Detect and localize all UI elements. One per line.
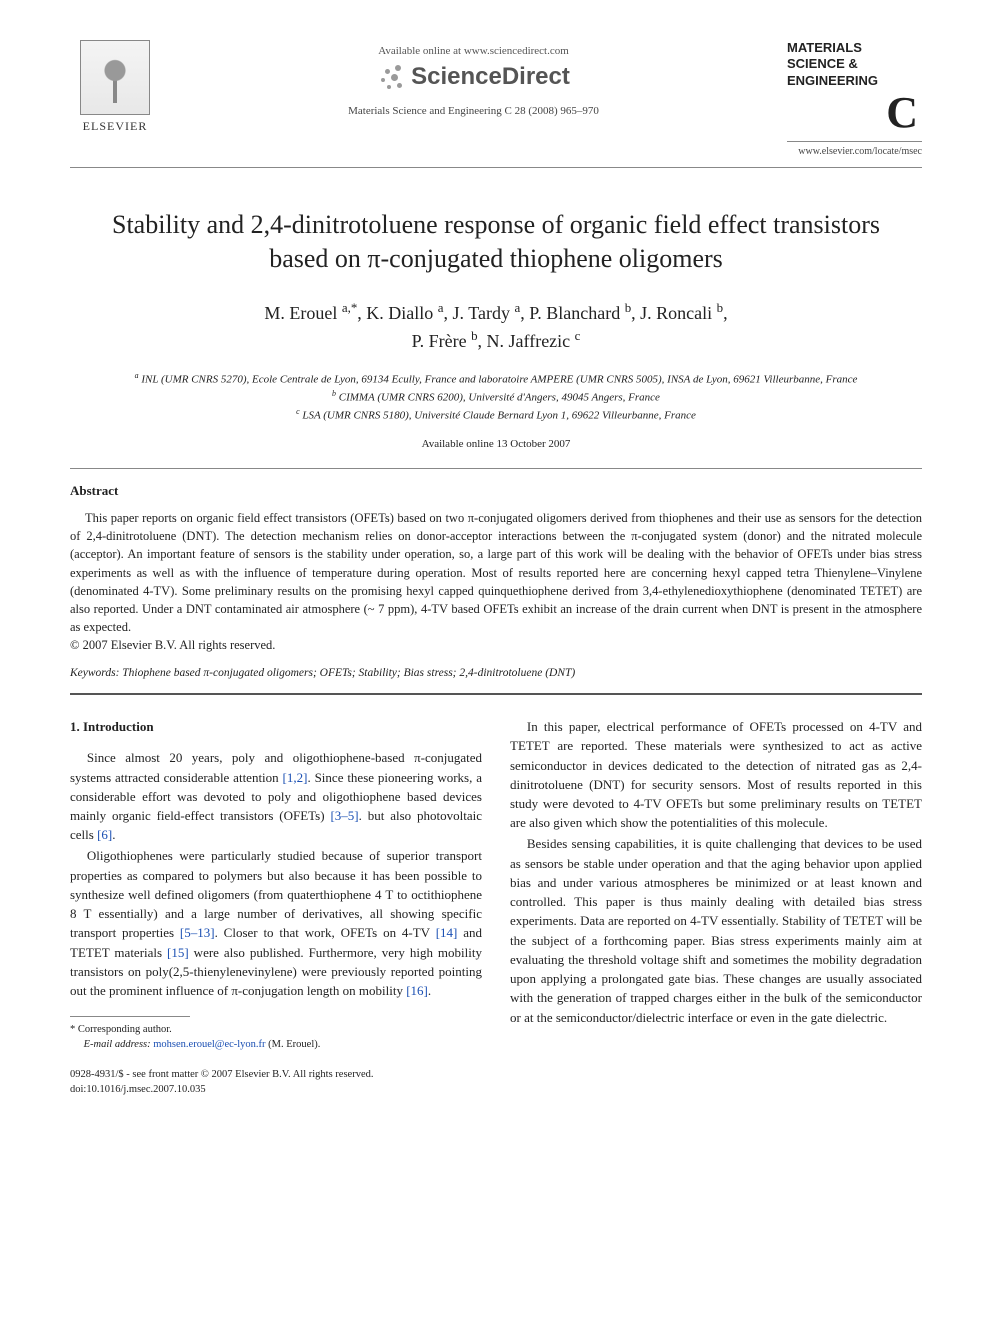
- section-1-heading: 1. Introduction: [70, 717, 482, 736]
- available-online-text: Available online at www.sciencedirect.co…: [160, 45, 787, 57]
- available-online-date: Available online 13 October 2007: [70, 438, 922, 450]
- footer-meta: 0928-4931/$ - see front matter © 2007 El…: [70, 1067, 482, 1098]
- elsevier-logo: ELSEVIER: [70, 40, 160, 134]
- affiliations: a INL (UMR CNRS 5270), Ecole Centrale de…: [70, 370, 922, 424]
- journal-reference: Materials Science and Engineering C 28 (…: [160, 105, 787, 117]
- abstract-body: This paper reports on organic field effe…: [70, 509, 922, 636]
- citation-link[interactable]: [15]: [167, 945, 189, 960]
- journal-logo-line: ENGINEERING: [787, 73, 922, 89]
- abstract-heading: Abstract: [70, 483, 922, 499]
- abstract-bottom-rule: [70, 693, 922, 695]
- header-rule: [70, 167, 922, 168]
- corresponding-author-footnote: * Corresponding author. E-mail address: …: [70, 1023, 482, 1052]
- citation-link[interactable]: [16]: [406, 983, 428, 998]
- left-column: 1. Introduction Since almost 20 years, p…: [70, 717, 482, 1098]
- author-affiliation-marker: b: [717, 300, 723, 315]
- citation-link[interactable]: [6]: [97, 827, 112, 842]
- author-affiliation-marker: a: [438, 300, 444, 315]
- issn-line: 0928-4931/$ - see front matter © 2007 El…: [70, 1067, 482, 1083]
- citation-link[interactable]: [5–13]: [180, 925, 215, 940]
- body-columns: 1. Introduction Since almost 20 years, p…: [70, 717, 922, 1098]
- author-affiliation-marker: b: [471, 328, 477, 343]
- page-header: ELSEVIER Available online at www.science…: [70, 40, 922, 157]
- email-attribution: (M. Erouel).: [268, 1039, 320, 1050]
- journal-series-letter: C: [787, 91, 918, 135]
- footnote-separator: [70, 1016, 190, 1017]
- affiliation-b: b CIMMA (UMR CNRS 6200), Université d'An…: [70, 388, 922, 406]
- body-paragraph: Oligothiophenes were particularly studie…: [70, 846, 482, 1000]
- journal-logo-block: MATERIALS SCIENCE & ENGINEERING C www.el…: [787, 40, 922, 157]
- author-list: M. Erouel a,*, K. Diallo a, J. Tardy a, …: [70, 299, 922, 353]
- journal-logo-line: MATERIALS: [787, 40, 922, 56]
- corresponding-email-line: E-mail address: mohsen.erouel@ec-lyon.fr…: [70, 1038, 482, 1053]
- keywords-line: Keywords: Thiophene based π-conjugated o…: [70, 667, 922, 679]
- article-title: Stability and 2,4-dinitrotoluene respons…: [110, 208, 882, 276]
- right-column: In this paper, electrical performance of…: [510, 717, 922, 1098]
- body-paragraph: In this paper, electrical performance of…: [510, 717, 922, 832]
- journal-logo-line: SCIENCE &: [787, 56, 922, 72]
- sciencedirect-wordmark: ScienceDirect: [411, 63, 570, 91]
- body-paragraph: Since almost 20 years, poly and oligothi…: [70, 748, 482, 844]
- citation-link[interactable]: [1,2]: [283, 770, 308, 785]
- elsevier-tree-icon: [80, 40, 150, 115]
- journal-title-box: MATERIALS SCIENCE & ENGINEERING: [787, 40, 922, 89]
- citation-link[interactable]: [14]: [436, 925, 458, 940]
- doi-line: doi:10.1016/j.msec.2007.10.035: [70, 1082, 482, 1098]
- email-label: E-mail address:: [84, 1039, 151, 1050]
- affiliation-c: c LSA (UMR CNRS 5180), Université Claude…: [70, 406, 922, 424]
- corresponding-label: * Corresponding author.: [70, 1023, 482, 1038]
- sciencedirect-logo: ScienceDirect: [160, 63, 787, 91]
- journal-url: www.elsevier.com/locate/msec: [787, 141, 922, 157]
- elsevier-brand-text: ELSEVIER: [70, 119, 160, 134]
- keywords-label: Keywords:: [70, 667, 119, 679]
- abstract-copyright: © 2007 Elsevier B.V. All rights reserved…: [70, 638, 922, 653]
- body-paragraph: Besides sensing capabilities, it is quit…: [510, 834, 922, 1026]
- abstract-top-rule: [70, 468, 922, 469]
- author-affiliation-marker: a: [514, 300, 520, 315]
- author-affiliation-marker: a,*: [342, 300, 357, 315]
- citation-link[interactable]: [3–5]: [330, 808, 358, 823]
- keywords-text: Thiophene based π-conjugated oligomers; …: [122, 667, 575, 679]
- author-affiliation-marker: c: [575, 328, 581, 343]
- author-affiliation-marker: b: [625, 300, 631, 315]
- center-header: Available online at www.sciencedirect.co…: [160, 40, 787, 117]
- email-address[interactable]: mohsen.erouel@ec-lyon.fr: [153, 1039, 265, 1050]
- abstract-block: Abstract This paper reports on organic f…: [70, 483, 922, 653]
- sciencedirect-dots-icon: [377, 63, 405, 91]
- affiliation-a: a INL (UMR CNRS 5270), Ecole Centrale de…: [70, 370, 922, 388]
